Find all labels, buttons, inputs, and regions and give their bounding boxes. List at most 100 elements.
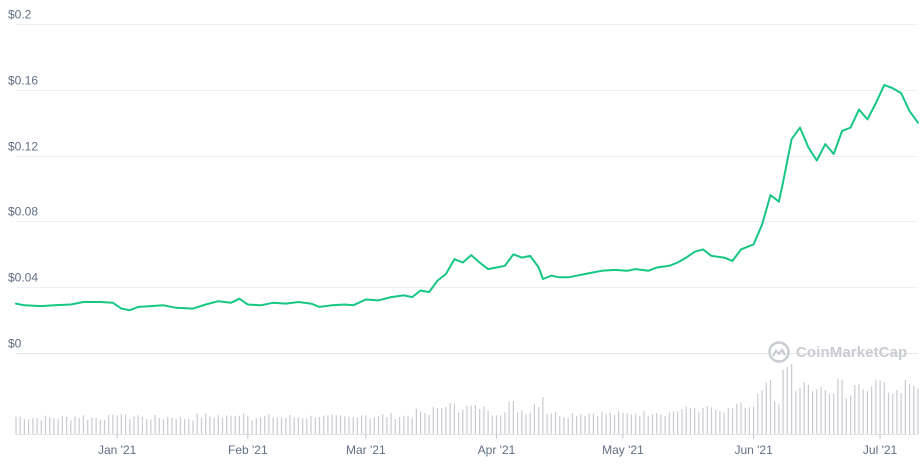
- volume-bar: [36, 417, 38, 434]
- volume-bar: [554, 412, 557, 434]
- volume-bar: [584, 415, 586, 434]
- volume-bar: [559, 415, 561, 434]
- x-tick-label: May '21: [602, 443, 644, 457]
- volume-bar: [318, 417, 321, 434]
- volume-bar: [82, 415, 84, 434]
- volume-bar: [601, 411, 603, 434]
- volume-bar: [40, 420, 42, 434]
- volume-bar: [769, 379, 772, 434]
- volume-bar: [209, 416, 211, 434]
- volume-bar: [66, 416, 68, 434]
- volume-bar: [799, 388, 801, 434]
- volume-bar: [53, 418, 55, 434]
- volume-bar: [280, 417, 283, 434]
- volume-bar: [685, 406, 687, 434]
- volume-bar: [782, 369, 784, 434]
- volume-bar: [841, 379, 843, 434]
- volume-bar: [913, 386, 915, 434]
- volume-bar: [689, 407, 691, 434]
- volume-bar: [377, 416, 380, 434]
- volume-bar: [146, 419, 148, 434]
- volume-bar: [917, 388, 919, 434]
- volume-bar: [226, 415, 228, 434]
- volume-bar: [896, 390, 898, 434]
- volume-bar: [820, 386, 822, 434]
- volume-bar: [761, 390, 763, 434]
- x-tick-label: Mar '21: [346, 443, 386, 457]
- volume-bar: [87, 419, 89, 434]
- volume-bar: [272, 417, 274, 434]
- x-tick-label: Jul '21: [863, 443, 898, 457]
- volume-bar: [483, 406, 485, 434]
- volume-bar: [609, 412, 611, 434]
- y-tick-label: $0.08: [8, 205, 38, 219]
- price-line-layer[interactable]: [15, 83, 919, 312]
- volume-bar: [361, 415, 363, 434]
- volume-bar: [909, 383, 911, 434]
- y-tick-label: $0.04: [8, 271, 38, 285]
- volume-bar: [44, 415, 47, 434]
- volume-bar: [276, 417, 278, 434]
- volume-bar: [441, 408, 443, 434]
- volume-bar: [154, 414, 156, 434]
- volume-bar: [95, 417, 97, 434]
- volume-bar: [824, 389, 826, 434]
- volume-bar: [382, 414, 384, 434]
- volume-bar: [571, 413, 573, 434]
- volume-bar: [694, 408, 696, 434]
- volume-bar: [626, 413, 628, 434]
- volume-bar: [462, 409, 464, 434]
- volume-bar: [352, 417, 354, 434]
- volume-bar: [188, 419, 190, 434]
- volume-bar: [356, 417, 358, 434]
- y-tick-label: $0.12: [8, 140, 38, 154]
- x-tick-label: Jun '21: [734, 443, 773, 457]
- volume-bar: [837, 378, 839, 434]
- volume-bar: [331, 414, 333, 434]
- volume-bar: [449, 403, 451, 434]
- volume-bar: [302, 418, 304, 434]
- volume-bar: [871, 386, 873, 434]
- volume-bar: [883, 382, 885, 434]
- volume-bar: [807, 384, 809, 434]
- volume-bar: [887, 392, 890, 434]
- volume-bar: [369, 418, 371, 434]
- price-line[interactable]: [15, 83, 919, 312]
- volume-bar: [862, 389, 864, 434]
- watermark-text: CoinMarketCap: [796, 343, 908, 361]
- volume-bar: [445, 407, 447, 434]
- volume-bar: [120, 414, 122, 434]
- volume-bar: [340, 415, 342, 434]
- volume-bars: [15, 364, 919, 434]
- volume-bar: [175, 419, 177, 434]
- volume-bar: [411, 418, 413, 434]
- volume-bar: [327, 415, 329, 434]
- volume-bar: [495, 415, 498, 434]
- volume-bar: [200, 417, 203, 434]
- volume-bar: [664, 415, 666, 434]
- volume-bar: [567, 418, 569, 434]
- volume-bar: [521, 410, 523, 434]
- volume-bar: [314, 417, 316, 434]
- volume-bar: [672, 411, 675, 434]
- volume-bar: [129, 419, 131, 434]
- volume-bar: [403, 415, 405, 434]
- volume-bar: [622, 412, 624, 434]
- volume-bar: [576, 416, 578, 434]
- volume-bar: [99, 419, 101, 434]
- volume-bar: [116, 415, 118, 434]
- volume-bar: [297, 417, 299, 434]
- volume-bar: [710, 407, 713, 434]
- volume-bar: [32, 418, 34, 434]
- volume-bar: [605, 414, 607, 434]
- volume-bar: [550, 413, 552, 434]
- volume-bar: [158, 418, 160, 434]
- volume-bar: [736, 403, 738, 434]
- volume-bar: [879, 380, 881, 434]
- y-tick-label: $0: [8, 337, 22, 351]
- volume-bar: [723, 412, 725, 434]
- volume-bar: [162, 419, 165, 434]
- volume-bar: [386, 417, 388, 434]
